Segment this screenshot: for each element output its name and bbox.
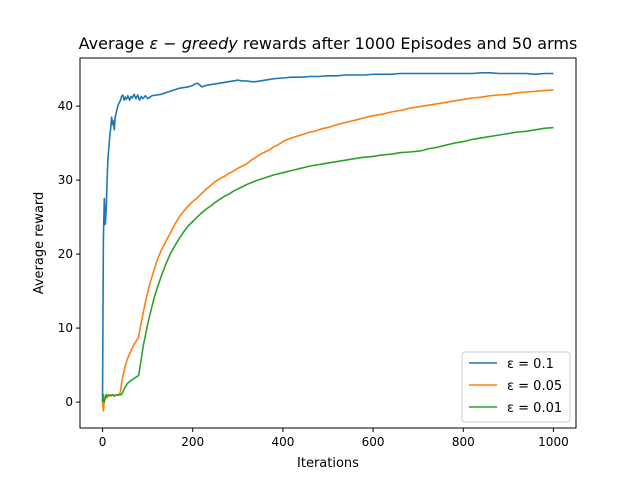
- legend-label-2: ε = 0.01: [507, 401, 562, 416]
- legend-label-1: ε = 0.05: [507, 379, 562, 394]
- x-tick-label: 600: [362, 435, 385, 449]
- x-tick-label: 400: [271, 435, 294, 449]
- series-line-0: [101, 72, 554, 403]
- x-tick-label: 0: [99, 435, 107, 449]
- x-tick-label: 800: [452, 435, 475, 449]
- legend-entry: ε = 0.05: [469, 379, 562, 394]
- y-tick-label: 40: [58, 99, 73, 113]
- chart-title-math: ε − greedy: [149, 34, 238, 53]
- legend-entry: ε = 0.1: [469, 357, 554, 372]
- series-line-1: [101, 89, 554, 412]
- chart-title-suffix: rewards after 1000 Episodes and 50 arms: [238, 34, 578, 53]
- plot-frame: [79, 57, 577, 429]
- chart-title-prefix: Average: [79, 34, 150, 53]
- series-layer: [101, 72, 554, 412]
- x-tick-label: 200: [181, 435, 204, 449]
- y-tick-label: 30: [58, 173, 73, 187]
- tick-layer: 0 200 400 600 800 1000 0 10 20 30 40: [58, 99, 569, 449]
- legend-box: [461, 351, 571, 423]
- legend-label-0: ε = 0.1: [507, 357, 554, 372]
- y-tick-label: 20: [58, 247, 73, 261]
- chart-title: Average ε − greedy rewards after 1000 Ep…: [79, 34, 578, 53]
- y-tick-label: 10: [58, 321, 73, 335]
- series-line-2: [101, 126, 554, 403]
- legend-entry: ε = 0.01: [469, 401, 562, 416]
- x-tick-label: 1000: [538, 435, 569, 449]
- y-tick-label: 0: [65, 395, 73, 409]
- legend: ε = 0.1 ε = 0.05 ε = 0.01: [461, 351, 571, 423]
- x-axis-label: Iterations: [297, 456, 359, 471]
- y-axis-label: Average reward: [32, 192, 47, 295]
